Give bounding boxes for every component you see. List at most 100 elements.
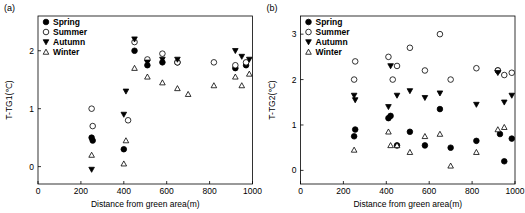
point [175,86,181,91]
point [352,59,358,65]
y-tick-label: 2 [29,46,34,56]
legend-marker [306,29,312,35]
x-tick-label: 200 [336,186,350,196]
legend-label: Winter [316,47,343,57]
x-tick-label: 200 [74,186,88,196]
x-tick [166,181,167,184]
x-tick [38,181,39,184]
point [89,106,95,112]
point [388,143,394,148]
point [501,158,507,164]
point [437,91,443,96]
point [185,91,191,96]
y-axis-label: T-TG2(℃) [267,80,277,119]
point [407,89,413,94]
point [509,93,515,98]
point [160,51,166,57]
x-tick [123,181,124,184]
point [121,161,127,166]
point [448,163,454,168]
x-axis-label: Distance from green area(m) [91,199,200,209]
point [501,72,507,78]
point [132,65,138,70]
x-tick [252,181,253,184]
y-tick [38,50,41,51]
y-tick [38,166,41,167]
point [211,83,217,88]
point [121,112,127,117]
point [394,143,400,149]
x-tick [209,181,210,184]
point [422,95,428,100]
legend-marker [306,19,312,25]
point [246,71,252,76]
point [123,89,129,94]
point [351,77,357,83]
point [422,134,428,139]
point [495,127,501,132]
x-axis-label: Distance from green area(m) [353,199,462,209]
point [121,146,127,152]
point [89,167,95,172]
point [474,102,480,107]
plot-frame [301,16,516,184]
point [132,37,138,42]
point [132,48,138,54]
point [351,134,357,140]
point [474,138,480,144]
point [352,98,358,103]
plot-frame [38,16,253,184]
y-tick [301,79,304,80]
point [407,129,413,135]
x-tick-label: 0 [298,186,303,196]
point [145,74,151,79]
y-tick-label: 1 [29,104,34,114]
legend-marker [43,49,49,54]
legend-label: Spring [316,17,343,27]
point [509,136,515,142]
x-tick [80,181,81,184]
point [145,60,151,65]
y-tick [301,34,304,35]
point [89,152,95,157]
x-tick-label: 600 [160,186,174,196]
point [160,57,166,62]
x-tick-label: 400 [117,186,131,196]
point [474,65,480,71]
point [239,54,245,59]
x-tick [386,181,387,184]
point [386,54,392,60]
point [394,93,400,98]
point [233,62,239,68]
y-tick [301,170,304,171]
point [437,31,443,37]
legend-label: Summer [316,27,351,37]
y-tick-label: 3 [292,29,297,39]
point [123,138,129,143]
legend: SpringSummerAutumnWinter [43,17,88,57]
x-tick [515,181,516,184]
y-axis-label: T-TG1(℃) [4,80,14,119]
point [495,71,501,76]
point [388,64,394,69]
points [351,31,514,168]
legend-marker [306,40,312,45]
x-tick-label: 800 [465,186,479,196]
point [501,100,507,105]
point [90,138,96,144]
x-tick [429,181,430,184]
x-tick-label: 1000 [506,186,525,196]
x-tick-label: 1000 [243,186,262,196]
point [90,123,96,129]
point [386,129,392,134]
legend-label: Autumn [316,37,348,47]
legend-marker [43,29,49,35]
legend: SpringSummerAutumnWinter [306,17,351,57]
point [160,80,166,85]
legend-marker [306,49,312,54]
point [351,147,357,152]
x-tick [343,181,344,184]
point [407,149,413,154]
point [388,113,394,119]
point [125,117,131,123]
